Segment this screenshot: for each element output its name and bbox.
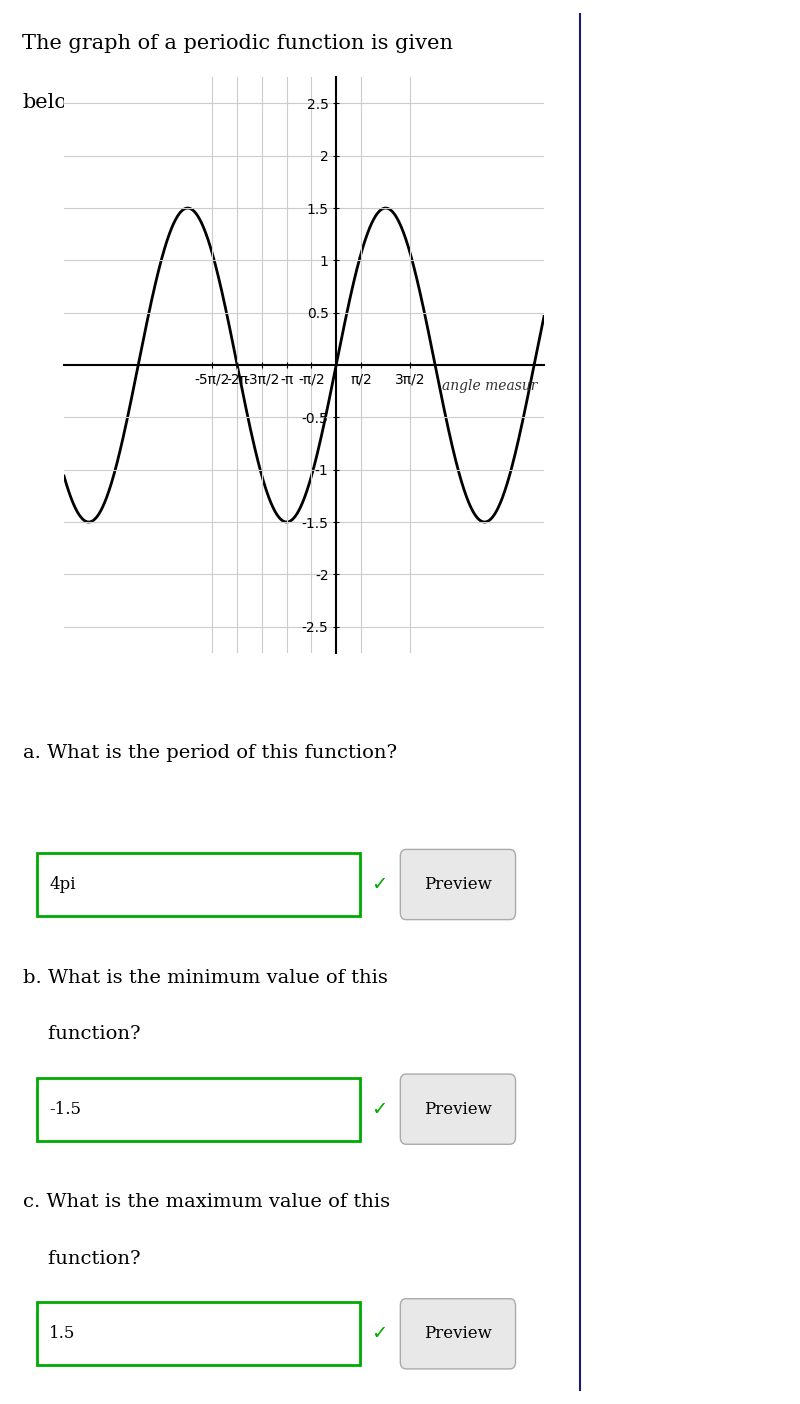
Text: The graph of a periodic function is given: The graph of a periodic function is give… [22, 34, 454, 53]
Text: Preview: Preview [424, 1101, 492, 1118]
Text: Preview: Preview [424, 1325, 492, 1342]
FancyBboxPatch shape [38, 1303, 360, 1365]
Text: below.: below. [22, 93, 90, 112]
FancyBboxPatch shape [38, 854, 360, 915]
Text: ✓: ✓ [371, 1324, 388, 1344]
Text: Preview: Preview [424, 876, 492, 893]
FancyBboxPatch shape [400, 849, 515, 920]
Text: c. What is the maximum value of this: c. What is the maximum value of this [23, 1193, 390, 1212]
Text: -1.5: -1.5 [49, 1101, 81, 1118]
Text: angle measur: angle measur [442, 379, 538, 393]
Text: ✓: ✓ [371, 1099, 388, 1119]
FancyBboxPatch shape [400, 1074, 515, 1144]
FancyBboxPatch shape [38, 1078, 360, 1140]
Text: 4pi: 4pi [49, 876, 75, 893]
Text: a. What is the period of this function?: a. What is the period of this function? [23, 744, 397, 762]
FancyBboxPatch shape [400, 1299, 515, 1369]
Text: 1.5: 1.5 [49, 1325, 75, 1342]
Text: b. What is the minimum value of this: b. What is the minimum value of this [23, 969, 388, 987]
Text: function?: function? [23, 1025, 141, 1043]
Text: function?: function? [23, 1250, 141, 1268]
Text: ✓: ✓ [371, 875, 388, 894]
